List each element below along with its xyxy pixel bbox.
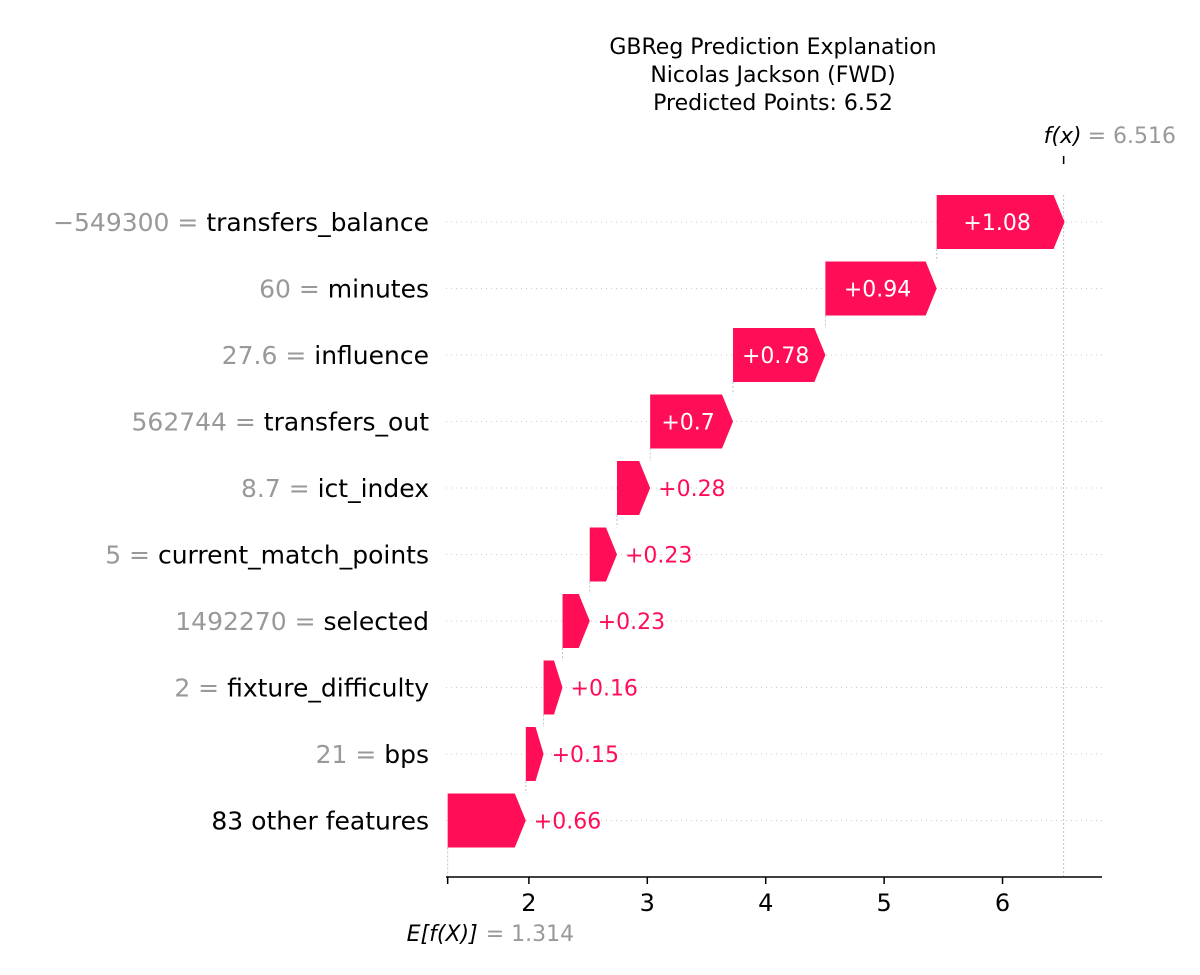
base-value-annotation: E[f(X)] = 1.314 <box>407 922 574 947</box>
feature-label: 2 = fixture_difficulty <box>174 674 429 703</box>
output-value-annotation: f(x) = 6.516 <box>1044 124 1176 164</box>
contribution-label: +1.08 <box>963 211 1030 236</box>
chart-title: GBReg Prediction Explanation Nicolas Jac… <box>609 35 936 116</box>
title-line-3: Predicted Points: 6.52 <box>653 91 893 116</box>
feature-value: 562744 = <box>132 408 264 437</box>
feature-value: 21 = <box>316 740 385 769</box>
contribution-label: +0.7 <box>661 411 714 436</box>
feature-label: 83 other features <box>211 807 429 836</box>
x-axis: 2 3 4 5 6 <box>446 876 1102 917</box>
connector-lines <box>447 195 1065 877</box>
feature-label: 1492270 = selected <box>175 607 429 636</box>
base-value-text: E[f(X)] = 1.314 <box>407 922 574 947</box>
feature-label: 60 = minutes <box>259 275 429 304</box>
contribution-label: +0.15 <box>552 743 619 768</box>
contribution-bar <box>936 195 1065 249</box>
x-tick-label: 4 <box>758 889 773 917</box>
contribution-label: +0.28 <box>658 477 725 502</box>
contribution-label: +0.94 <box>844 278 911 303</box>
feature-name: ict_index <box>318 474 429 503</box>
output-value-text: f(x) = 6.516 <box>1044 124 1176 149</box>
feature-name: minutes <box>328 275 429 304</box>
feature-value: 2 = <box>174 674 227 703</box>
contribution-label: +0.78 <box>742 344 809 369</box>
title-line-2: Nicolas Jackson (FWD) <box>650 63 895 88</box>
contribution-bar <box>733 328 826 382</box>
feature-label: 8.7 = ict_index <box>241 474 429 503</box>
feature-label: −549300 = transfers_balance <box>53 208 429 237</box>
x-tick-label: 5 <box>876 889 891 917</box>
feature-name: current_match_points <box>158 541 429 570</box>
output-label: f(x) <box>1044 124 1082 149</box>
contribution-bar <box>543 660 563 715</box>
contribution-bar <box>562 594 590 648</box>
contribution-label: +0.23 <box>625 544 692 569</box>
contribution-bar <box>525 727 544 781</box>
feature-name: transfers_balance <box>206 208 429 237</box>
feature-value: 27.6 = <box>222 341 315 370</box>
contribution-label: +0.16 <box>571 677 638 702</box>
feature-name: influence <box>314 341 429 370</box>
base-label: E[f(X)] <box>407 922 478 947</box>
feature-name: selected <box>323 607 429 636</box>
contribution-bar <box>589 527 617 582</box>
contribution-bar <box>447 793 526 848</box>
feature-label: 27.6 = influence <box>222 341 429 370</box>
feature-name: transfers_out <box>264 408 429 437</box>
title-line-1: GBReg Prediction Explanation <box>609 35 936 60</box>
feature-value: −549300 = <box>53 208 206 237</box>
x-tick-label: 2 <box>521 889 536 917</box>
feature-name: fixture_difficulty <box>227 674 429 703</box>
feature-name: 83 other features <box>211 807 429 836</box>
feature-name: bps <box>384 740 429 769</box>
contribution-bar <box>616 461 651 515</box>
feature-value: 8.7 = <box>241 474 318 503</box>
contribution-bar <box>825 261 937 316</box>
feature-value: 5 = <box>105 541 158 570</box>
contribution-bar <box>650 394 734 449</box>
x-tick-label: 3 <box>640 889 655 917</box>
feature-value: 60 = <box>259 275 328 304</box>
x-tick-label: 6 <box>995 889 1010 917</box>
contribution-label: +0.66 <box>534 810 601 835</box>
feature-label: 5 = current_match_points <box>105 541 429 570</box>
contribution-label: +0.23 <box>598 610 665 635</box>
row-gridlines <box>446 221 1102 821</box>
feature-value: 1492270 = <box>175 607 323 636</box>
contribution-bars: +1.08 +0.94 +0.78 +0.7 +0.28 +0.23 +0.23 +0.16 +… <box>447 195 1065 848</box>
base-value: = 1.314 <box>486 922 574 947</box>
feature-label: 21 = bps <box>316 740 429 769</box>
output-value: = 6.516 <box>1088 124 1176 149</box>
feature-labels: −549300 = transfers_balance 60 = minutes 2… <box>53 208 429 836</box>
feature-label: 562744 = transfers_out <box>132 408 430 437</box>
